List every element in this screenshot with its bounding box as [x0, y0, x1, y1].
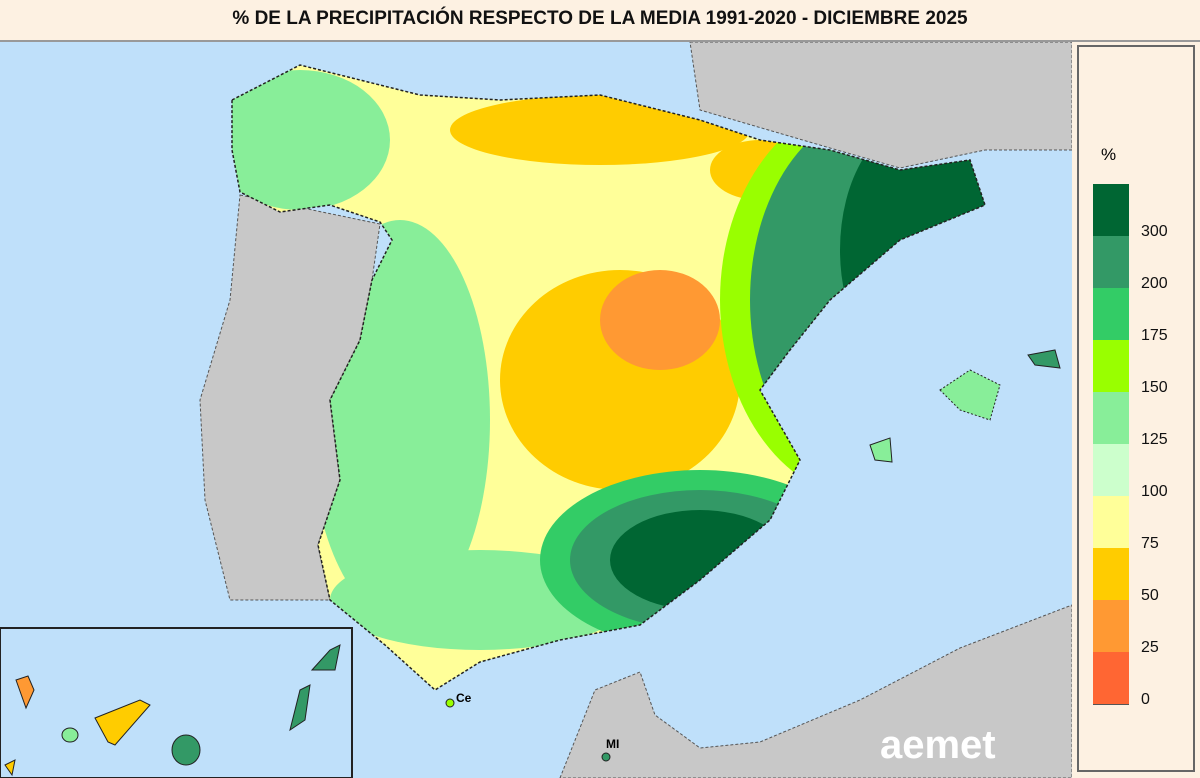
legend-swatch	[1093, 652, 1129, 705]
precipitation-map: Ce MI aemet	[0, 42, 1072, 778]
legend-swatch	[1093, 236, 1129, 289]
legend-label: 50	[1141, 587, 1159, 605]
legend-swatch	[1093, 444, 1129, 497]
legend-label: 100	[1141, 483, 1168, 501]
legend-label: 200	[1141, 275, 1168, 293]
ceuta-label: Ce	[456, 691, 472, 705]
legend-swatch	[1093, 548, 1129, 601]
legend-label: 300	[1141, 223, 1168, 241]
melilla-marker	[602, 753, 610, 761]
legend-swatch	[1093, 600, 1129, 653]
legend-label: 75	[1141, 535, 1159, 553]
legend-swatch	[1093, 392, 1129, 445]
legend-label: 150	[1141, 379, 1168, 397]
legend-swatch	[1093, 288, 1129, 341]
legend-swatch	[1093, 496, 1129, 549]
legend-label: 25	[1141, 639, 1159, 657]
legend-panel: % 300 200 175 150 125 100 75 50 25 0	[1077, 45, 1195, 772]
aemet-logo: aemet	[880, 723, 996, 767]
legend-label: 125	[1141, 431, 1168, 449]
legend-swatch	[1093, 340, 1129, 393]
canary-inset	[0, 628, 352, 778]
legend-unit: %	[1101, 145, 1116, 165]
legend-label: 0	[1141, 691, 1150, 709]
ceuta-marker	[446, 699, 454, 707]
legend-label: 175	[1141, 327, 1168, 345]
melilla-label: MI	[606, 737, 619, 751]
map-title: % DE LA PRECIPITACIÓN RESPECTO DE LA MED…	[0, 0, 1200, 42]
legend-swatch	[1093, 184, 1129, 237]
